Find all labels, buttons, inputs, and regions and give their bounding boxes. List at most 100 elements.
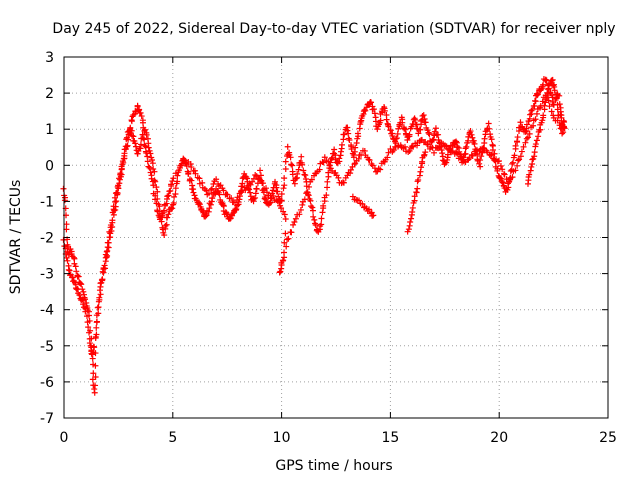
- data-point-marker: [465, 133, 472, 140]
- data-point-marker: [408, 215, 415, 222]
- data-point-marker: [64, 257, 71, 264]
- data-point-marker: [418, 164, 425, 171]
- data-point-marker: [276, 199, 283, 206]
- data-point-marker: [410, 143, 417, 150]
- data-point-marker: [430, 136, 437, 143]
- data-point-marker: [487, 152, 494, 159]
- y-tick-label: -6: [40, 375, 54, 391]
- series: [60, 89, 568, 358]
- data-point-marker: [300, 167, 307, 174]
- data-point-marker: [381, 107, 388, 114]
- data-point-marker: [472, 150, 479, 157]
- data-point-marker: [454, 150, 461, 157]
- data-point-marker: [170, 200, 177, 207]
- data-point-marker: [167, 187, 174, 194]
- data-point-marker: [144, 158, 151, 165]
- data-point-marker: [529, 156, 536, 163]
- data-point-marker: [399, 119, 406, 126]
- data-point-marker: [92, 374, 99, 381]
- data-point-marker: [528, 163, 535, 170]
- data-point-marker: [494, 167, 501, 174]
- data-point-marker: [526, 171, 533, 178]
- data-point-marker: [406, 147, 413, 154]
- data-point-marker: [491, 150, 498, 157]
- data-point-marker: [250, 175, 257, 182]
- data-point-marker: [152, 196, 159, 203]
- data-point-marker: [518, 148, 525, 155]
- data-point-marker: [299, 161, 306, 168]
- data-point-marker: [316, 166, 323, 173]
- data-point-marker: [209, 195, 216, 202]
- data-point-marker: [282, 216, 289, 223]
- data-point-marker: [270, 193, 277, 200]
- data-point-marker: [288, 161, 295, 168]
- data-point-marker: [527, 111, 534, 118]
- data-point-marker: [523, 121, 530, 128]
- data-point-marker: [485, 120, 492, 127]
- data-point-marker: [89, 355, 96, 362]
- data-point-marker: [531, 149, 538, 156]
- data-point-marker: [205, 190, 212, 197]
- data-point-marker: [431, 149, 438, 156]
- data-point-marker: [91, 344, 98, 351]
- data-point-marker: [406, 131, 413, 138]
- data-point-marker: [417, 126, 424, 133]
- data-point-marker: [308, 176, 315, 183]
- data-point-marker: [93, 324, 100, 331]
- data-point-marker: [292, 215, 299, 222]
- data-point-marker: [207, 201, 214, 208]
- data-point-marker: [409, 208, 416, 215]
- data-point-marker: [390, 147, 397, 154]
- data-point-marker: [320, 202, 327, 209]
- data-point-marker: [522, 139, 529, 146]
- data-point-marker: [113, 198, 120, 205]
- data-point-marker: [86, 329, 93, 336]
- data-point-marker: [446, 145, 453, 152]
- data-point-marker: [209, 185, 216, 192]
- data-point-marker: [96, 296, 103, 303]
- data-point-marker: [377, 166, 384, 173]
- data-point-marker: [535, 133, 542, 140]
- x-tick-label: 0: [60, 430, 69, 446]
- data-point-marker: [272, 178, 279, 185]
- data-point-marker: [344, 127, 351, 134]
- data-point-marker: [80, 288, 87, 295]
- data-point-marker: [122, 143, 129, 150]
- data-point-marker: [326, 162, 333, 169]
- data-point-marker: [340, 179, 347, 186]
- y-axis-label: SDTVAR / TECUs: [8, 180, 24, 295]
- data-point-marker: [188, 164, 195, 171]
- data-point-marker: [149, 160, 156, 167]
- data-point-marker: [86, 340, 93, 347]
- data-point-marker: [281, 249, 288, 256]
- data-point-marker: [469, 152, 476, 159]
- x-tick-label: 20: [490, 430, 508, 446]
- data-point-marker: [60, 185, 67, 192]
- data-point-marker: [220, 187, 227, 194]
- data-point-marker: [169, 205, 176, 212]
- data-point-marker: [162, 222, 169, 229]
- data-point-marker: [489, 147, 496, 154]
- data-point-marker: [281, 239, 288, 246]
- data-point-marker: [394, 143, 401, 150]
- data-point-marker: [287, 154, 294, 161]
- data-point-marker: [422, 149, 429, 156]
- data-point-marker: [150, 165, 157, 172]
- data-point-marker: [555, 112, 562, 119]
- data-point-marker: [539, 98, 546, 105]
- data-point-marker: [278, 190, 285, 197]
- data-point-marker: [90, 370, 97, 377]
- data-point-marker: [362, 107, 369, 114]
- data-point-marker: [514, 134, 521, 141]
- data-point-marker: [533, 110, 540, 117]
- data-point-marker: [133, 108, 140, 115]
- data-point-marker: [329, 154, 336, 161]
- data-point-marker: [471, 140, 478, 147]
- data-point-marker: [531, 102, 538, 109]
- x-tick-label: 10: [273, 430, 291, 446]
- data-point-marker: [134, 150, 141, 157]
- data-point-marker: [132, 140, 139, 147]
- data-point-marker: [470, 137, 477, 144]
- data-point-marker: [87, 342, 94, 349]
- data-point-marker: [533, 137, 540, 144]
